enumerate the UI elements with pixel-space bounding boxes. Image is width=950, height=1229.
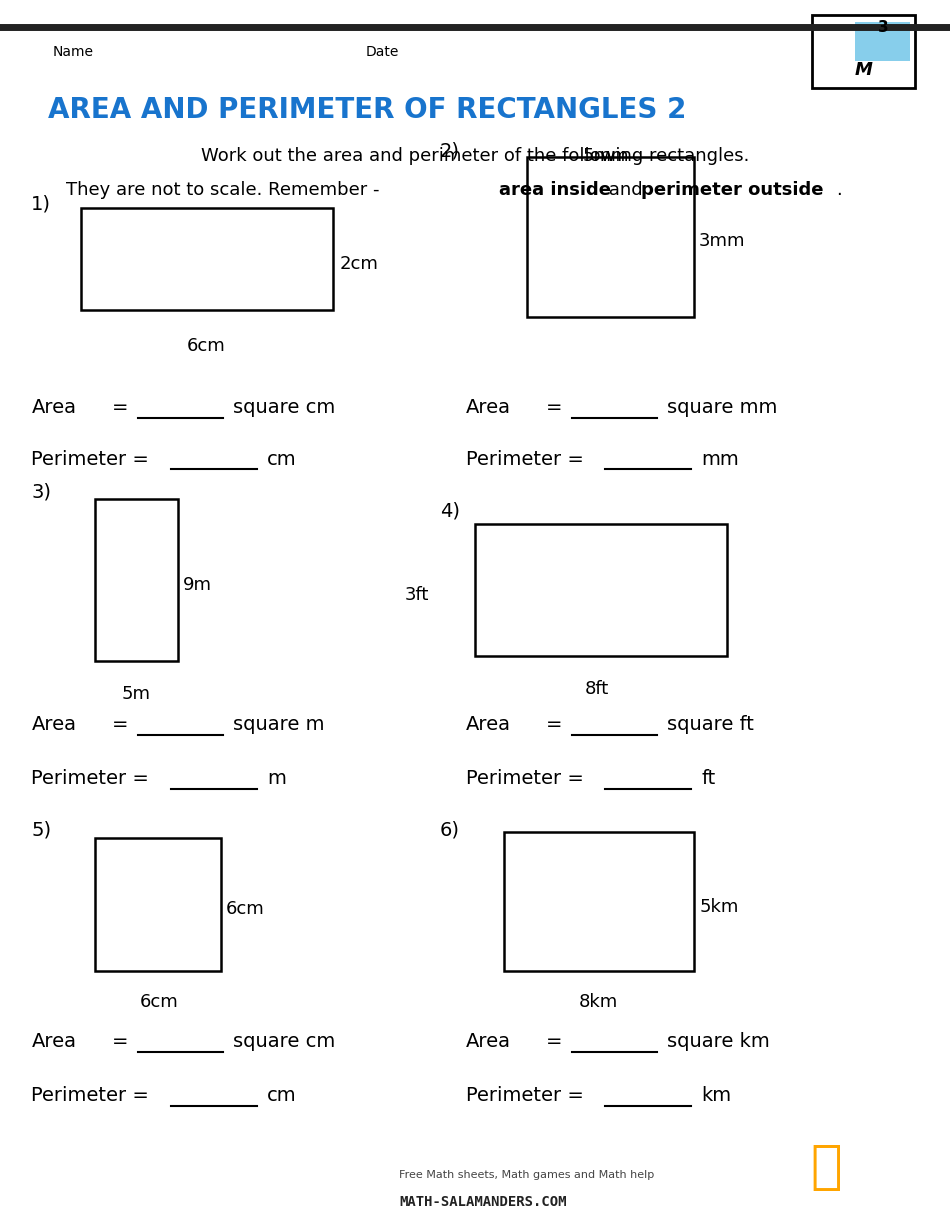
- Text: area inside: area inside: [499, 181, 611, 199]
- Text: 5m: 5m: [122, 685, 150, 703]
- Text: 3): 3): [31, 483, 51, 501]
- Text: Perimeter =: Perimeter =: [466, 1086, 583, 1105]
- Text: Area: Area: [466, 715, 510, 734]
- Text: 9m: 9m: [183, 576, 213, 594]
- Text: ft: ft: [701, 769, 715, 788]
- Text: =: =: [546, 715, 562, 734]
- Text: =: =: [112, 715, 128, 734]
- Text: 2cm: 2cm: [340, 256, 379, 273]
- Bar: [812, 15, 915, 88]
- Text: cm: cm: [267, 1086, 296, 1105]
- Text: Date: Date: [366, 45, 399, 59]
- Text: square ft: square ft: [667, 715, 753, 734]
- Text: square cm: square cm: [233, 398, 335, 417]
- Bar: [504, 832, 694, 971]
- Text: Perimeter =: Perimeter =: [31, 450, 149, 468]
- Text: and: and: [603, 181, 649, 199]
- Text: 5): 5): [31, 821, 51, 839]
- Text: square km: square km: [667, 1032, 770, 1051]
- Text: 5km: 5km: [699, 898, 738, 916]
- Text: Area: Area: [31, 715, 76, 734]
- Text: mm: mm: [701, 450, 739, 468]
- Text: 1): 1): [31, 194, 51, 213]
- Text: Area: Area: [31, 398, 76, 417]
- Text: 6cm: 6cm: [140, 993, 178, 1011]
- Text: 6cm: 6cm: [226, 901, 265, 918]
- Bar: [95, 499, 178, 661]
- Text: .: .: [836, 181, 842, 199]
- Text: 6): 6): [440, 821, 460, 839]
- Bar: [475, 524, 727, 656]
- Text: 8km: 8km: [579, 993, 618, 1011]
- Text: 2): 2): [440, 141, 460, 160]
- Text: =: =: [112, 398, 128, 417]
- Text: Area: Area: [31, 1032, 76, 1051]
- Text: Work out the area and perimeter of the following rectangles.: Work out the area and perimeter of the f…: [200, 147, 750, 166]
- Text: perimeter outside: perimeter outside: [641, 181, 824, 199]
- Text: km: km: [701, 1086, 732, 1105]
- Text: Area: Area: [466, 398, 510, 417]
- Text: =: =: [112, 1032, 128, 1051]
- Bar: [527, 157, 694, 317]
- Text: Free Math sheets, Math games and Math help: Free Math sheets, Math games and Math he…: [399, 1170, 655, 1180]
- Text: AREA AND PERIMETER OF RECTANGLES 2: AREA AND PERIMETER OF RECTANGLES 2: [48, 96, 686, 124]
- Text: 3: 3: [878, 20, 889, 34]
- Text: Perimeter =: Perimeter =: [31, 1086, 149, 1105]
- Text: 🦎: 🦎: [810, 1141, 843, 1192]
- Text: M: M: [855, 61, 872, 80]
- Text: MATH-SALAMANDERS.COM: MATH-SALAMANDERS.COM: [399, 1195, 566, 1208]
- Text: Perimeter =: Perimeter =: [466, 769, 583, 788]
- Text: =: =: [546, 1032, 562, 1051]
- Text: square mm: square mm: [667, 398, 777, 417]
- Text: m: m: [267, 769, 286, 788]
- Text: They are not to scale. Remember -: They are not to scale. Remember -: [66, 181, 386, 199]
- Text: Name: Name: [52, 45, 93, 59]
- Text: 5mm: 5mm: [583, 147, 629, 166]
- Text: 6cm: 6cm: [187, 337, 225, 355]
- Text: square cm: square cm: [233, 1032, 335, 1051]
- Bar: [81, 208, 332, 310]
- Text: Perimeter =: Perimeter =: [466, 450, 583, 468]
- Text: cm: cm: [267, 450, 296, 468]
- Bar: [855, 22, 910, 61]
- Text: Area: Area: [466, 1032, 510, 1051]
- Text: 8ft: 8ft: [584, 680, 609, 698]
- Bar: [95, 838, 221, 971]
- Text: square m: square m: [233, 715, 324, 734]
- Text: 3ft: 3ft: [405, 586, 429, 603]
- Text: Perimeter =: Perimeter =: [31, 769, 149, 788]
- Text: =: =: [546, 398, 562, 417]
- Text: 3mm: 3mm: [698, 232, 745, 249]
- Text: 4): 4): [440, 501, 460, 520]
